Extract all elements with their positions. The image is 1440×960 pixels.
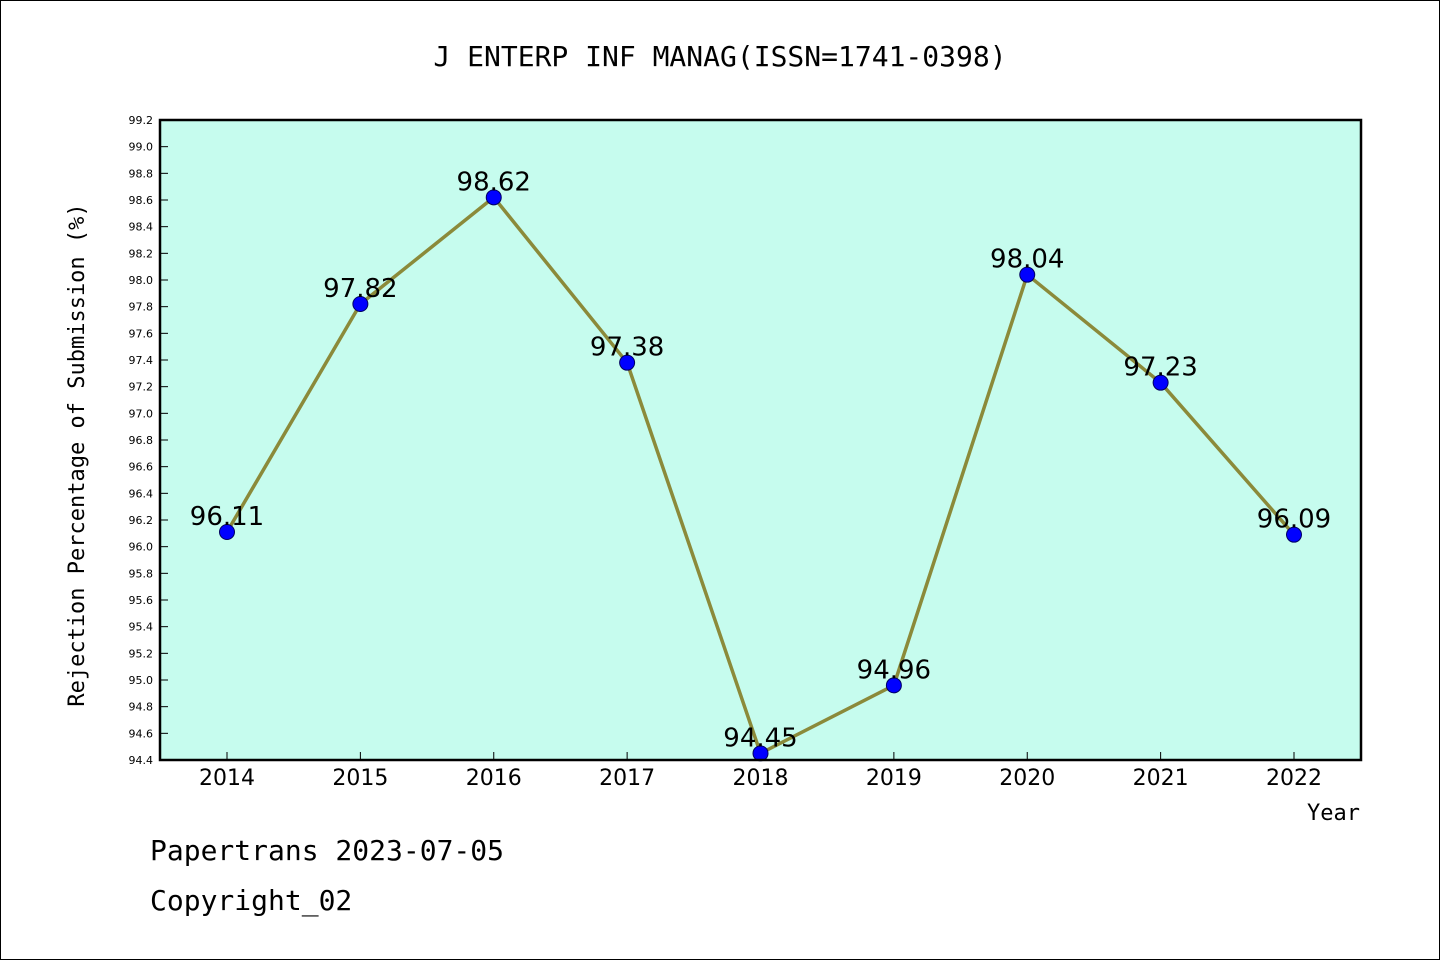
- data-point: [219, 524, 235, 540]
- y-tick-label: 98.6: [129, 194, 154, 207]
- y-tick-label: 97.4: [129, 354, 154, 367]
- data-value-label: 94.96: [857, 655, 931, 685]
- y-tick-label: 98.2: [129, 247, 154, 260]
- data-value-label: 97.23: [1123, 353, 1197, 383]
- x-tick-label: 2015: [332, 766, 388, 791]
- data-labels: 96.11 97.82 98.62 97.38 94.45 94.96 98.04 97.23…: [190, 167, 1331, 753]
- footer-date: Papertrans 2023-07-05: [150, 834, 505, 867]
- x-axis-label: Year: [1307, 801, 1360, 826]
- x-tick-label: 2017: [599, 766, 655, 791]
- y-tick-label: 95.6: [129, 594, 154, 607]
- y-tick-label: 96.6: [129, 461, 154, 474]
- y-tick-label: 94.4: [129, 754, 154, 767]
- data-point: [485, 189, 502, 206]
- data-value-label: 98.62: [457, 167, 531, 197]
- data-value-label: 94.45: [723, 723, 797, 753]
- y-tick-label: 96.2: [129, 514, 154, 527]
- y-tick-label: 97.6: [129, 327, 154, 340]
- data-point: [1152, 374, 1169, 391]
- data-value-label: 96.09: [1257, 505, 1331, 535]
- y-tick-label: 98.8: [129, 167, 154, 180]
- y-tick-label: 99.0: [129, 141, 154, 154]
- y-axis-label: Rejection Percentage of Submission (%): [65, 203, 90, 706]
- chart-title: J ENTERP INF MANAG(ISSN=1741-0398): [433, 40, 1006, 73]
- x-axis: 2014 2015 2016 2017 2018 2019 2020 2021 2022: [199, 752, 1322, 791]
- y-tick-label: 94.6: [129, 727, 154, 740]
- y-tick-label: 94.8: [129, 701, 154, 714]
- y-tick-label: 95.2: [129, 647, 154, 660]
- y-tick-label: 98.4: [129, 221, 154, 234]
- x-tick-label: 2014: [199, 766, 255, 791]
- x-tick-label: 2020: [999, 766, 1055, 791]
- x-tick-label: 2021: [1133, 766, 1189, 791]
- series-markers: [219, 189, 1302, 762]
- data-point: [885, 677, 902, 694]
- y-axis: 94.4 94.6 94.8 95.0 95.2 95.4 95.6 95.8 96.0 96.2…: [129, 114, 168, 767]
- footer-copyright: Copyright_02: [150, 884, 353, 917]
- y-tick-label: 97.8: [129, 301, 154, 314]
- data-point: [1019, 266, 1036, 283]
- data-point: [619, 354, 636, 371]
- x-tick-label: 2022: [1266, 766, 1322, 791]
- y-tick-label: 96.4: [129, 487, 154, 500]
- y-tick-label: 98.0: [129, 274, 154, 287]
- data-value-label: 97.38: [590, 333, 664, 363]
- y-tick-label: 96.0: [129, 541, 154, 554]
- data-value-label: 98.04: [990, 245, 1064, 275]
- plot-border: [158, 118, 1363, 762]
- y-tick-label: 95.0: [129, 674, 154, 687]
- y-tick-label: 97.2: [129, 381, 154, 394]
- data-value-label: 97.82: [323, 274, 397, 304]
- x-tick-label: 2018: [733, 766, 789, 791]
- y-tick-label: 95.8: [129, 567, 154, 580]
- data-value-label: 96.11: [190, 502, 264, 532]
- y-tick-label: 95.4: [129, 621, 154, 634]
- data-point: [1286, 526, 1302, 543]
- x-tick-label: 2019: [866, 766, 922, 791]
- plot-area: [160, 120, 1361, 760]
- data-point: [352, 296, 369, 312]
- y-tick-label: 99.2: [129, 114, 154, 127]
- x-tick-label: 2016: [466, 766, 522, 791]
- y-tick-label: 96.8: [129, 434, 154, 447]
- y-tick-label: 97.0: [129, 407, 154, 420]
